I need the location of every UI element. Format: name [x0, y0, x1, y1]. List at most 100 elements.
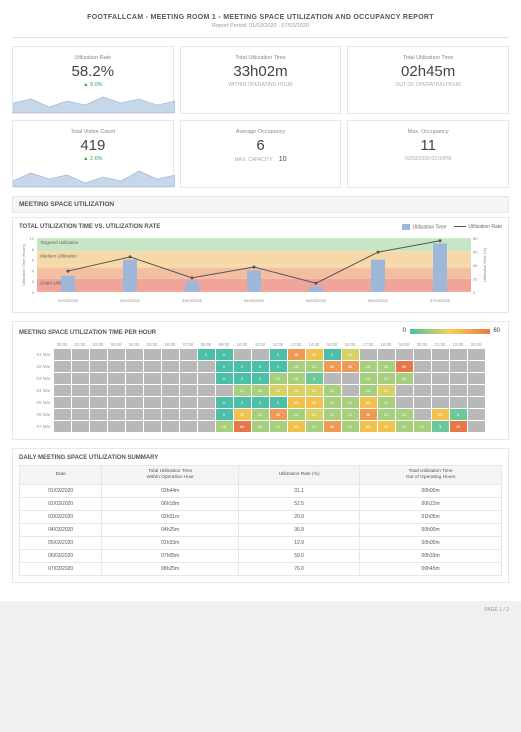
summary-table: DateTotal Utilization TimeWithin Operati… — [19, 465, 502, 576]
heatmap-cell — [378, 349, 395, 360]
summary-cell: 03h44m — [102, 485, 239, 498]
heatmap-cell: 33 — [288, 421, 305, 432]
svg-text:Utilization Rate (%): Utilization Rate (%) — [482, 248, 487, 283]
summary-cell: 07/03/2020 — [20, 563, 102, 576]
svg-text:Targeted Utilization: Targeted Utilization — [40, 240, 79, 245]
heatmap-cell: 14 — [252, 409, 269, 420]
combo-chart: Targeted UtilizationMedium UtilizationUn… — [19, 234, 489, 304]
svg-text:10: 10 — [30, 236, 35, 241]
summary-cell: 52.5 — [239, 498, 360, 511]
heatmap-cell — [72, 385, 89, 396]
heatmap-cell — [198, 385, 215, 396]
heatmap-cell — [432, 385, 449, 396]
heatmap-cell: 33 — [378, 421, 395, 432]
heatmap-cell — [126, 421, 143, 432]
heatmap-cell: 33 — [288, 397, 305, 408]
heatmap-cell — [54, 361, 71, 372]
heatmap-cell — [198, 373, 215, 384]
heatmap-cell — [90, 385, 107, 396]
heatmap-cell: 4 — [306, 373, 323, 384]
heatmap-cell — [432, 373, 449, 384]
heatmap-cell — [126, 373, 143, 384]
heatmap-cell — [90, 373, 107, 384]
heatmap-cell — [162, 409, 179, 420]
heatmap-cell: 60 — [396, 361, 413, 372]
heatmap-cell — [90, 349, 107, 360]
heatmap-cell — [198, 409, 215, 420]
heatmap-cell — [180, 421, 197, 432]
heatmap-cell: 12 — [270, 373, 287, 384]
heatmap-cell — [468, 385, 485, 396]
heatmap-cell — [468, 349, 485, 360]
heatmap-cell: 14 — [396, 421, 413, 432]
heatmap-panel: MEETING SPACE UTILIZATION TIME PER HOUR … — [12, 321, 509, 440]
heatmap-cell — [414, 397, 431, 408]
heatmap-cell: 14 — [360, 385, 377, 396]
heatmap-cell — [396, 349, 413, 360]
svg-text:60: 60 — [473, 250, 478, 255]
page-footer: PAGE 1 / 2 — [0, 601, 521, 619]
legend-line-label: Utilization Rate — [468, 224, 502, 230]
combo-chart-title: TOTAL UTILIZATION TIME VS. UTILIZATION R… — [19, 224, 160, 230]
heatmap-cell: 12 — [234, 385, 251, 396]
summary-cell: 20.9 — [239, 511, 360, 524]
heatmap-cell — [396, 385, 413, 396]
svg-text:03/03/2020: 03/03/2020 — [182, 298, 203, 303]
kpi-sub: MAX. CAPACITY10 — [187, 156, 335, 163]
heatmap-cell: 48 — [288, 349, 305, 360]
heatmap-cell — [162, 373, 179, 384]
heatmap-cell — [342, 385, 359, 396]
heatmap-cell — [180, 397, 197, 408]
heatmap-cell: 14 — [342, 421, 359, 432]
heatmap-cell: 0 — [198, 349, 215, 360]
heatmap-cell — [162, 361, 179, 372]
heatmap-cell — [90, 361, 107, 372]
heatmap-cell — [90, 397, 107, 408]
heatmap-cell — [468, 361, 485, 372]
heatmap-cell: 0 — [234, 373, 251, 384]
summary-cell: 06/03/2020 — [20, 550, 102, 563]
heatmap-cell — [144, 385, 161, 396]
heatmap-cell: 48 — [360, 409, 377, 420]
heatmap-cell: 33 — [360, 421, 377, 432]
heatmap-cell — [54, 421, 71, 432]
report-header: FOOTFALLCAM - MEETING ROOM 1 - MEETING S… — [12, 10, 509, 38]
heatmap-cell: 48 — [324, 421, 341, 432]
kpi-card: Total Utilization Time02h45mOUT OF OPERA… — [347, 46, 509, 114]
heatmap-cell — [54, 397, 71, 408]
summary-cell: 00h00m — [360, 524, 502, 537]
heatmap-cell: 49 — [450, 421, 467, 432]
kpi-card: Max. Occupancy1102/03/2020 03:00PM — [347, 120, 509, 188]
heatmap-cell — [108, 397, 125, 408]
heatmap-cell — [468, 409, 485, 420]
heatmap-cell — [90, 409, 107, 420]
svg-text:01/03/2020: 01/03/2020 — [58, 298, 79, 303]
heatmap-cell — [144, 349, 161, 360]
kpi-label: Utilization Rate — [19, 55, 167, 61]
summary-cell: 00h45m — [360, 563, 502, 576]
section-utilization-title: MEETING SPACE UTILIZATION — [12, 196, 509, 213]
legend-bar-label: Utilization Time — [412, 224, 446, 230]
heatmap-cell: 0 — [324, 349, 341, 360]
heatmap-cell: 14 — [396, 409, 413, 420]
heatmap-cell — [180, 373, 197, 384]
heatmap-cell: 24 — [306, 385, 323, 396]
heatmap-cell — [54, 409, 71, 420]
heatmap-cell — [342, 373, 359, 384]
summary-cell: 05/03/2020 — [20, 537, 102, 550]
kpi-value: 419 — [19, 137, 167, 154]
kpi-value: 58.2% — [19, 63, 167, 80]
kpi-sparkline — [13, 165, 175, 187]
summary-cell: 04/03/2020 — [20, 524, 102, 537]
heatmap-cell — [180, 349, 197, 360]
kpi-card: Average Occupancy6MAX. CAPACITY10 — [180, 120, 342, 188]
summary-cell: 76.0 — [239, 563, 360, 576]
heatmap-cell — [108, 421, 125, 432]
heatmap-cell — [450, 385, 467, 396]
heatmap-cell: 14 — [270, 421, 287, 432]
heatmap-cell — [414, 361, 431, 372]
heatmap-cell: 0 — [252, 397, 269, 408]
heatmap-cell: 0 — [234, 361, 251, 372]
heatmap-cell: 3 — [432, 421, 449, 432]
heatmap-cell: 16 — [360, 361, 377, 372]
